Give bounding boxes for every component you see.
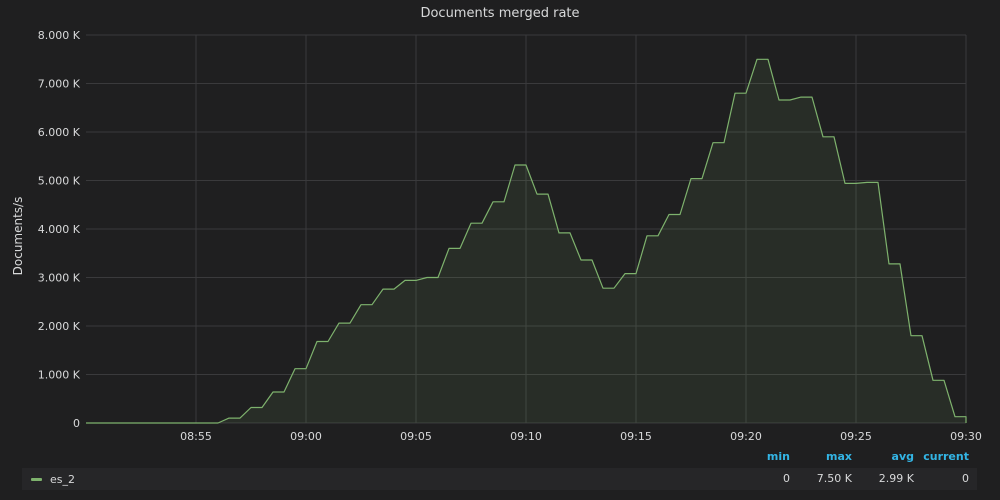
y-tick-label: 0	[73, 417, 80, 430]
legend-series-row[interactable]: es_2 0 7.50 K 2.99 K 0	[22, 468, 977, 490]
legend-header: min max avg current	[730, 450, 969, 466]
panel-title: Documents merged rate	[420, 6, 580, 21]
x-tick-label: 08:55	[180, 430, 212, 443]
y-tick-label: 6.000 K	[38, 126, 81, 139]
x-tick-label: 09:30	[950, 430, 982, 443]
chart-area[interactable]: 0 1.000 K 2.000 K 3.000 K 4.000 K 5.000 K 6.00…	[0, 0, 1000, 455]
legend-series-values: 0 7.50 K 2.99 K 0	[730, 472, 969, 485]
x-tick-label: 09:25	[840, 430, 872, 443]
legend: min max avg current es_2 0 7.50 K 2.99 K…	[22, 448, 977, 490]
legend-header-max[interactable]: max	[826, 450, 852, 463]
legend-series-name[interactable]: es_2	[50, 472, 75, 486]
x-tick-label: 09:20	[730, 430, 762, 443]
y-tick-label: 2.000 K	[38, 320, 81, 333]
x-tick-label: 09:15	[620, 430, 652, 443]
grid-lines	[86, 34, 967, 424]
series-area-fill	[86, 59, 966, 424]
y-tick-label: 4.000 K	[38, 223, 81, 236]
legend-header-min[interactable]: min	[766, 450, 790, 463]
y-axis-label: Documents/s	[11, 197, 25, 276]
y-tick-label: 3.000 K	[38, 272, 81, 285]
x-axis-ticks: 08:55 09:00 09:05 09:10 09:15 09:20 09:25 09:30	[180, 430, 982, 443]
y-tick-label: 1.000 K	[38, 369, 81, 382]
y-tick-label: 5.000 K	[38, 175, 81, 188]
legend-header-avg[interactable]: avg	[891, 450, 914, 463]
x-tick-label: 09:10	[510, 430, 542, 443]
series-color-swatch[interactable]	[31, 477, 42, 481]
y-axis-ticks: 0 1.000 K 2.000 K 3.000 K 4.000 K 5.000 K 6.00…	[38, 29, 81, 430]
legend-value-min: 0	[783, 472, 790, 485]
legend-header-current[interactable]: current	[923, 450, 969, 463]
x-tick-label: 09:05	[400, 430, 432, 443]
series-line-es_2[interactable]	[86, 58, 967, 424]
legend-value-max: 7.50 K	[816, 472, 852, 485]
y-tick-label: 8.000 K	[38, 29, 81, 42]
legend-value-current: 0	[962, 472, 969, 485]
x-tick-label: 09:00	[290, 430, 322, 443]
y-tick-label: 7.000 K	[38, 78, 81, 91]
series-layer	[86, 58, 967, 424]
legend-value-avg: 2.99 K	[878, 472, 914, 485]
